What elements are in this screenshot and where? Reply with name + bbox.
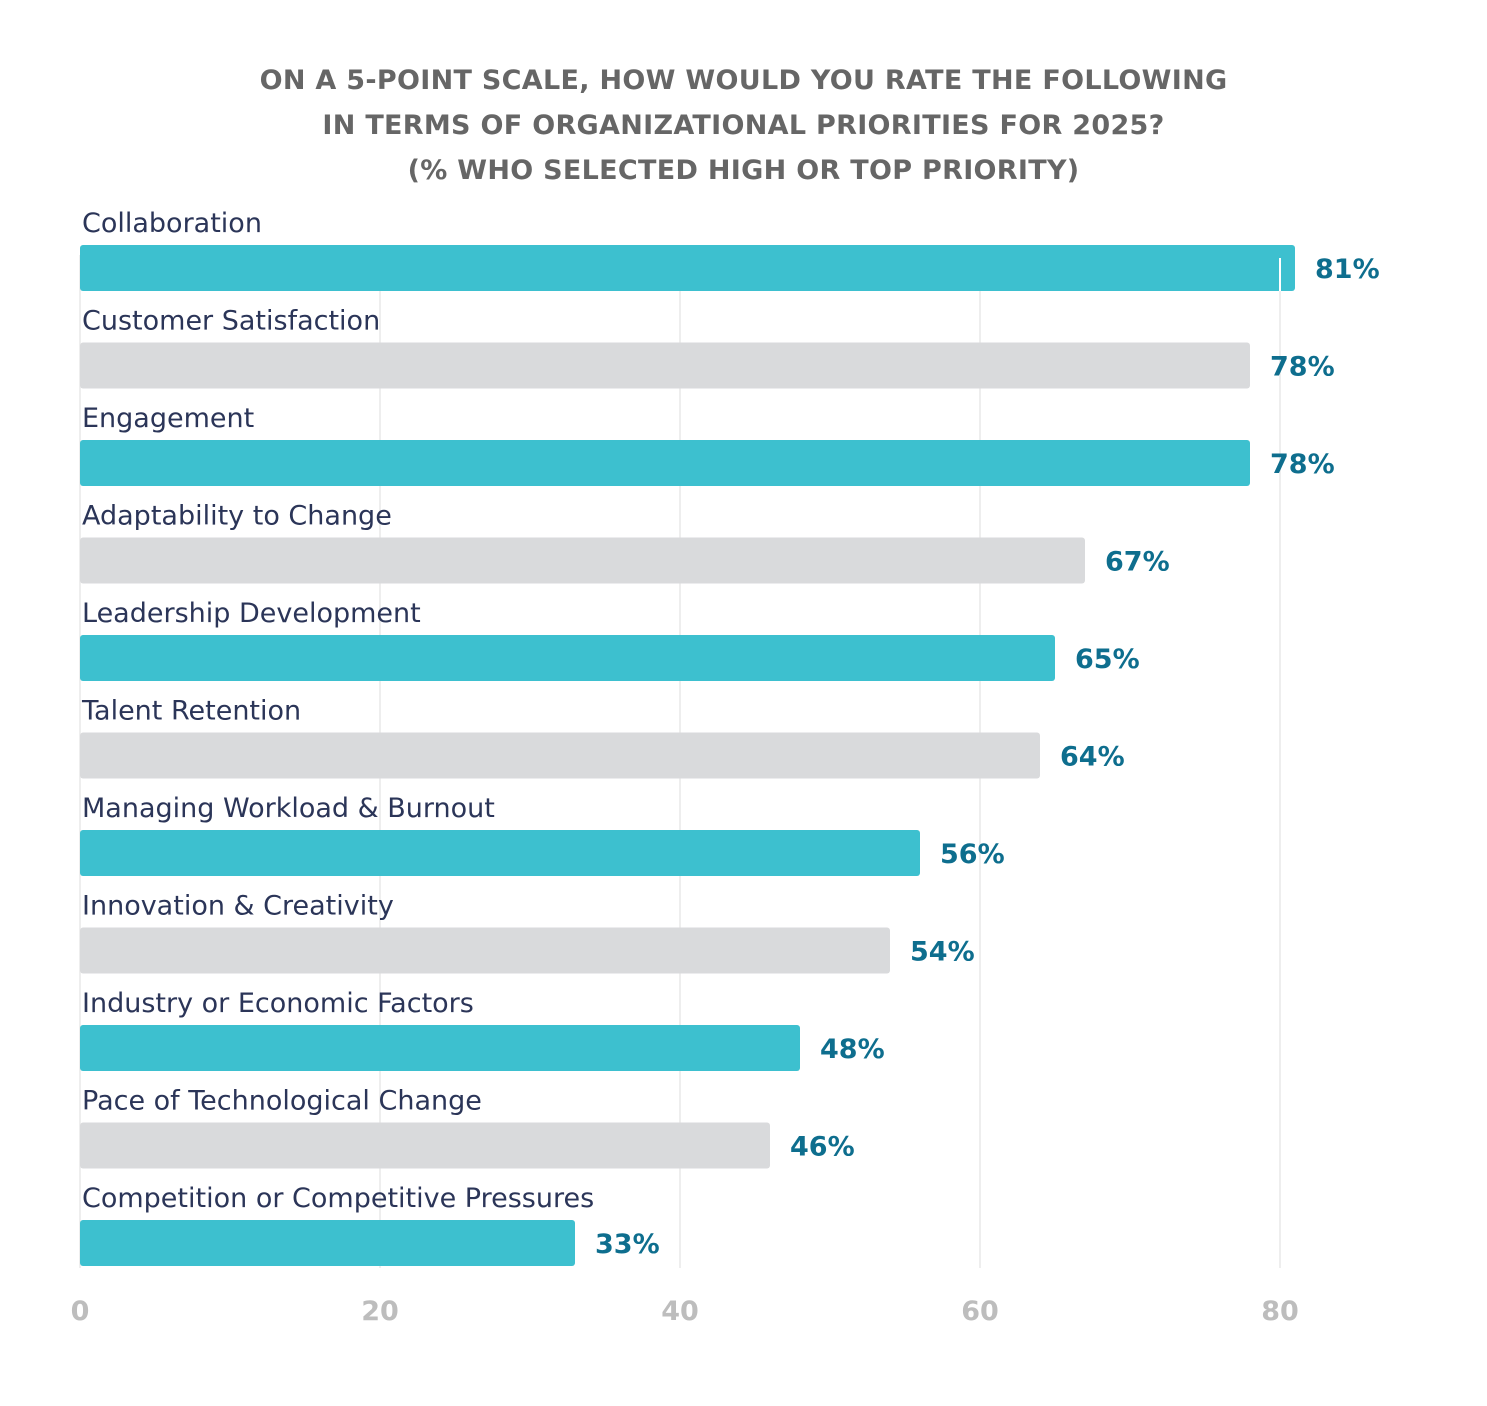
category-label: Innovation & Creativity <box>82 891 394 922</box>
x-tick-label: 40 <box>661 1296 699 1327</box>
value-label: 64% <box>1060 742 1125 773</box>
category-label: Competition or Competitive Pressures <box>82 1183 594 1214</box>
x-tick-label: 80 <box>1261 1296 1299 1327</box>
value-label: 33% <box>595 1229 660 1260</box>
value-label: 48% <box>820 1034 885 1065</box>
bar <box>80 1220 575 1266</box>
category-label: Collaboration <box>82 208 262 239</box>
value-label: 46% <box>790 1132 855 1163</box>
bar <box>80 440 1250 486</box>
title-line-3: (% WHO SELECTED HIGH OR TOP PRIORITY) <box>407 155 1080 186</box>
value-label: 54% <box>910 937 975 968</box>
title-line-2: IN TERMS OF ORGANIZATIONAL PRIORITIES FO… <box>322 110 1165 141</box>
value-label: 56% <box>940 839 1005 870</box>
category-label: Industry or Economic Factors <box>82 988 474 1019</box>
bar <box>80 732 1040 779</box>
bar <box>80 537 1085 584</box>
x-tick-label: 60 <box>961 1296 999 1327</box>
value-label: 78% <box>1270 449 1335 480</box>
category-label: Pace of Technological Change <box>82 1086 482 1117</box>
x-tick-label: 20 <box>361 1296 399 1327</box>
category-label: Managing Workload & Burnout <box>82 793 495 824</box>
bar <box>80 245 1295 291</box>
bar <box>80 1122 770 1169</box>
bar <box>80 927 890 974</box>
value-label: 65% <box>1075 644 1140 675</box>
category-label: Customer Satisfaction <box>82 306 380 337</box>
category-label: Talent Retention <box>81 696 301 727</box>
value-label: 67% <box>1105 547 1170 578</box>
bar <box>80 830 920 876</box>
category-label: Leadership Development <box>82 598 421 629</box>
x-tick-label: 0 <box>71 1296 90 1327</box>
value-label: 81% <box>1315 254 1380 285</box>
chart-title: ON A 5-POINT SCALE, HOW WOULD YOU RATE T… <box>0 58 1487 193</box>
bar <box>80 1025 800 1071</box>
value-label: 78% <box>1270 352 1335 383</box>
category-label: Adaptability to Change <box>82 501 392 532</box>
title-line-1: ON A 5-POINT SCALE, HOW WOULD YOU RATE T… <box>259 65 1228 96</box>
bar <box>80 342 1250 389</box>
bar <box>80 635 1055 681</box>
category-label: Engagement <box>82 403 254 434</box>
